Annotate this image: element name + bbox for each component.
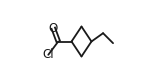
Text: Cl: Cl	[43, 48, 54, 61]
Text: O: O	[49, 22, 58, 35]
